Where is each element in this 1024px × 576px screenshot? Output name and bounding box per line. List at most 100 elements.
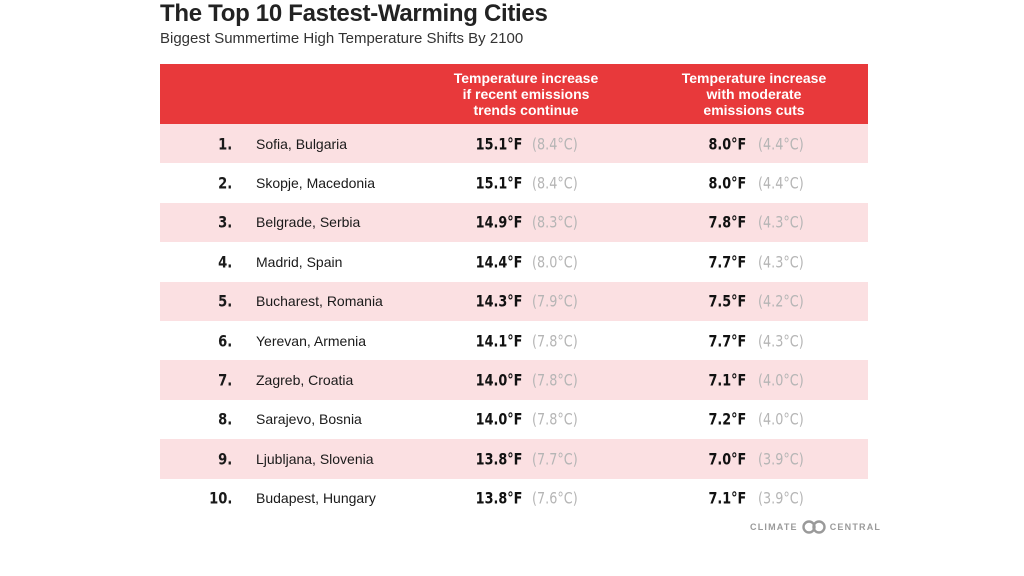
moderate-cuts-fahrenheit: 7.7°F [708, 252, 746, 272]
table-row: 2. Skopje, Macedonia 15.1°F (8.4°C) 8.0°F (4.… [160, 163, 868, 202]
moderate-cuts-fahrenheit-cell: 8.0°F [699, 134, 746, 153]
moderate-cuts-fahrenheit-cell: 7.0°F [699, 449, 746, 468]
recent-trend-celsius: (8.0°C) [532, 252, 578, 272]
chart-title: The Top 10 Fastest-Warming Cities [160, 0, 548, 27]
recent-trend-celsius: (7.7°C) [532, 449, 578, 469]
recent-trend-fahrenheit-cell: 13.8°F [464, 489, 522, 508]
climate-central-logo: CLIMATE CENTRAL [750, 519, 881, 535]
city-name: Sofia, Bulgaria [256, 135, 348, 152]
recent-trend-fahrenheit-cell: 13.8°F [464, 449, 522, 468]
city-name: Belgrade, Serbia [256, 214, 361, 231]
rank-number-cell: 6. [200, 331, 232, 350]
moderate-cuts-celsius: (4.3°C) [758, 331, 804, 351]
recent-trend-celsius-cell: (7.7°C) [532, 449, 589, 468]
moderate-cuts-fahrenheit-cell: 7.2°F [699, 410, 746, 429]
recent-trend-celsius: (7.8°C) [532, 331, 578, 351]
chart-subtitle: Biggest Summertime High Temperature Shif… [160, 30, 524, 47]
brand-text-right: CENTRAL [829, 522, 882, 532]
moderate-cuts-fahrenheit: 8.0°F [708, 134, 746, 154]
recent-trend-fahrenheit-cell: 15.1°F [464, 134, 522, 153]
moderate-cuts-fahrenheit-cell: 7.1°F [699, 489, 746, 508]
rank-number-cell: 5. [200, 292, 232, 311]
recent-trend-celsius: (7.9°C) [532, 291, 578, 311]
recent-trend-celsius: (8.3°C) [532, 212, 578, 232]
recent-trend-fahrenheit-cell: 14.3°F [464, 292, 522, 311]
moderate-cuts-celsius-cell: (4.0°C) [758, 371, 815, 390]
moderate-cuts-fahrenheit: 7.1°F [708, 370, 746, 390]
recent-trend-fahrenheit-cell: 14.1°F [464, 331, 522, 350]
city-name: Skopje, Macedonia [256, 175, 376, 192]
recent-trend-celsius-cell: (7.8°C) [532, 331, 589, 350]
rank-number-cell: 9. [200, 449, 232, 468]
moderate-cuts-celsius: (4.2°C) [758, 291, 804, 311]
table-row: 10. Budapest, Hungary 13.8°F (7.6°C) 7.1°F (3… [160, 479, 868, 518]
recent-trend-celsius: (8.4°C) [532, 134, 578, 154]
moderate-cuts-fahrenheit-cell: 7.1°F [699, 371, 746, 390]
city-name: Madrid, Spain [256, 253, 343, 270]
moderate-cuts-fahrenheit: 7.1°F [708, 488, 746, 508]
table-row: 7. Zagreb, Croatia 14.0°F (7.8°C) 7.1°F (4.0°… [160, 360, 868, 400]
recent-trend-celsius-cell: (8.4°C) [532, 134, 589, 153]
rank-number: 4. [217, 252, 232, 272]
recent-trend-fahrenheit: 13.8°F [475, 488, 522, 508]
recent-trend-fahrenheit: 15.1°F [475, 173, 522, 193]
moderate-cuts-celsius: (4.3°C) [758, 252, 804, 272]
moderate-cuts-celsius-cell: (4.4°C) [758, 134, 815, 153]
rank-number-cell: 2. [200, 174, 232, 193]
moderate-cuts-celsius: (4.4°C) [758, 173, 804, 193]
moderate-cuts-celsius: (3.9°C) [758, 449, 804, 469]
recent-trend-fahrenheit-cell: 14.4°F [464, 252, 522, 271]
moderate-cuts-celsius-cell: (4.2°C) [758, 292, 815, 311]
recent-trend-celsius-cell: (7.9°C) [532, 292, 589, 311]
moderate-cuts-celsius-cell: (4.0°C) [758, 410, 815, 429]
moderate-cuts-fahrenheit-cell: 7.7°F [699, 252, 746, 271]
moderate-cuts-celsius: (4.3°C) [758, 212, 804, 232]
rank-number: 7. [217, 370, 232, 390]
rank-number-cell: 7. [200, 371, 232, 390]
recent-trend-fahrenheit-cell: 14.0°F [464, 371, 522, 390]
rank-number-cell: 3. [200, 213, 232, 232]
table-header: Temperature increase if recent emissions… [160, 64, 868, 124]
moderate-cuts-celsius: (4.0°C) [758, 409, 804, 429]
recent-trend-celsius-cell: (7.8°C) [532, 371, 589, 390]
rank-number: 10. [208, 488, 232, 508]
city-name: Zagreb, Croatia [256, 372, 354, 389]
moderate-cuts-fahrenheit-cell: 7.5°F [699, 292, 746, 311]
recent-trend-fahrenheit: 14.1°F [475, 331, 522, 351]
table-body: 1. Sofia, Bulgaria 15.1°F (8.4°C) 8.0°F (4.4°… [160, 124, 868, 518]
rank-number: 6. [217, 331, 232, 351]
moderate-cuts-fahrenheit: 7.7°F [708, 331, 746, 351]
table-row: 8. Sarajevo, Bosnia 14.0°F (7.8°C) 7.2°F (4.0… [160, 400, 868, 439]
recent-trend-fahrenheit-cell: 14.0°F [464, 410, 522, 429]
header-recent-trends: Temperature increase if recent emissions… [453, 70, 599, 118]
rank-number: 9. [217, 449, 232, 469]
moderate-cuts-celsius-cell: (4.3°C) [758, 213, 815, 232]
moderate-cuts-celsius-cell: (4.4°C) [758, 174, 815, 193]
moderate-cuts-celsius-cell: (3.9°C) [758, 489, 815, 508]
moderate-cuts-fahrenheit: 7.2°F [708, 409, 746, 429]
moderate-cuts-celsius-cell: (3.9°C) [758, 449, 815, 468]
header-moderate-cuts: Temperature increase with moderate emiss… [681, 70, 827, 118]
table-row: 9. Ljubljana, Slovenia 13.8°F (7.7°C) 7.0°F (… [160, 439, 868, 479]
recent-trend-fahrenheit-cell: 15.1°F [464, 174, 522, 193]
city-name: Sarajevo, Bosnia [256, 411, 362, 428]
moderate-cuts-celsius: (4.4°C) [758, 134, 804, 154]
rank-number-cell: 1. [200, 134, 232, 153]
recent-trend-fahrenheit-cell: 14.9°F [464, 213, 522, 232]
table-row: 6. Yerevan, Armenia 14.1°F (7.8°C) 7.7°F (4.3… [160, 321, 868, 360]
city-name: Ljubljana, Slovenia [256, 450, 374, 467]
moderate-cuts-fahrenheit: 7.8°F [708, 212, 746, 232]
city-name: Bucharest, Romania [256, 293, 383, 310]
city-name: Yerevan, Armenia [256, 332, 366, 349]
table-row: 4. Madrid, Spain 14.4°F (8.0°C) 7.7°F (4.3°C) [160, 242, 868, 281]
recent-trend-celsius-cell: (8.4°C) [532, 174, 589, 193]
table-row: 3. Belgrade, Serbia 14.9°F (8.3°C) 7.8°F (4.3… [160, 202, 868, 243]
brand-rings-icon [802, 520, 826, 534]
moderate-cuts-fahrenheit-cell: 7.8°F [699, 213, 746, 232]
rank-number: 3. [217, 212, 232, 232]
moderate-cuts-celsius: (4.0°C) [758, 370, 804, 390]
recent-trend-fahrenheit: 14.0°F [475, 409, 522, 429]
recent-trend-celsius: (7.8°C) [532, 370, 578, 390]
moderate-cuts-fahrenheit-cell: 7.7°F [699, 331, 746, 350]
recent-trend-fahrenheit: 15.1°F [475, 134, 522, 154]
